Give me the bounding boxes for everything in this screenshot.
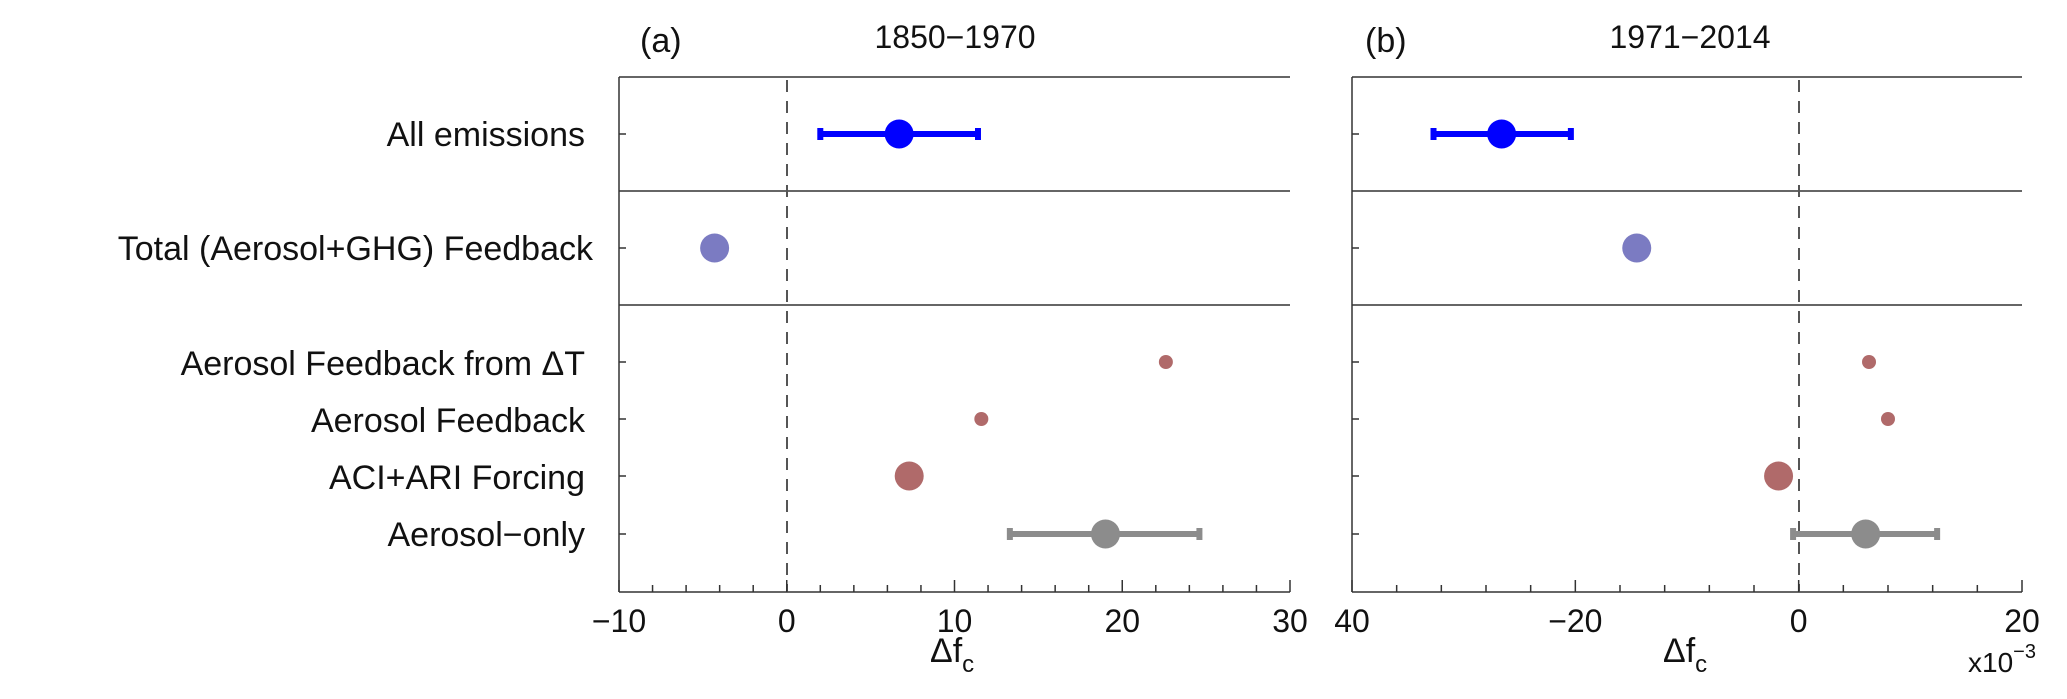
b-point-aerosol-only — [1851, 519, 1881, 549]
panel-a-tick-labels: −10 0 10 20 30 — [592, 603, 1308, 639]
b-point-aerosol-feedback-dt — [1862, 355, 1877, 369]
panel-a-title: 1850−1970 — [874, 19, 1035, 55]
panel-b-tick-label: 0 — [1790, 603, 1808, 639]
panel-b-letter: (b) — [1365, 22, 1407, 60]
panel-b-frame — [1351, 76, 2022, 593]
panel-a-letter: (a) — [640, 22, 682, 60]
panel-b: (b) 1971−2014 40 −20 0 20 Δfc x10−3 — [1334, 19, 2040, 678]
panel-b-tick-label: 40 — [1334, 603, 1370, 639]
panel-a-x-label: Δfc — [930, 632, 974, 678]
panel-b-tick-label: −20 — [1548, 603, 1602, 639]
panel-b-tick-label: 20 — [2004, 603, 2040, 639]
b-point-all-emissions — [1487, 119, 1517, 149]
a-point-aerosol-only — [1090, 519, 1120, 549]
row-label-aerosol-feedback: Aerosol Feedback — [311, 402, 586, 440]
row-label-total-feedback: Total (Aerosol+GHG) Feedback — [118, 230, 594, 268]
panel-b-title: 1971−2014 — [1609, 19, 1770, 55]
sci-multiplier-exponent: −3 — [2013, 641, 2036, 663]
panel-a-x-label-main: Δf — [930, 632, 963, 670]
b-point-aci-ari-forcing — [1764, 461, 1794, 491]
row-labels: All emissions Total (Aerosol+GHG) Feedba… — [118, 116, 594, 554]
panel-a-x-ticks — [618, 580, 1291, 592]
panel-b-tick-labels: 40 −20 0 20 — [1334, 603, 2040, 639]
row-label-all-emissions: All emissions — [387, 116, 585, 154]
panel-a-frame — [618, 76, 1290, 593]
panel-b-x-ticks — [1351, 580, 2023, 592]
b-point-total-feedback — [1622, 233, 1652, 263]
panel-a-tick-label: −10 — [592, 603, 646, 639]
row-label-aerosol-feedback-dt: Aerosol Feedback from ΔT — [181, 345, 585, 383]
a-point-aerosol-feedback-dt — [1158, 355, 1173, 369]
panel-a-y-ticks — [619, 133, 626, 535]
a-point-all-emissions — [884, 119, 914, 149]
panel-b-x-label: Δfc — [1663, 632, 1707, 678]
panel-a-tick-label: 0 — [778, 603, 796, 639]
panel-b-y-ticks — [1352, 133, 1359, 535]
b-point-aerosol-feedback — [1881, 412, 1895, 426]
sci-multiplier-base: x10 — [1968, 647, 2013, 678]
a-point-total-feedback — [700, 233, 730, 263]
panel-b-marks — [1430, 119, 1941, 549]
panel-b-x-label-sub: c — [1695, 651, 1707, 678]
panel-a-tick-label: 20 — [1104, 603, 1140, 639]
panel-a-x-label-sub: c — [962, 651, 974, 678]
panel-a-tick-label: 30 — [1272, 603, 1308, 639]
a-point-aerosol-feedback — [974, 412, 989, 426]
panel-b-sci-multiplier: x10−3 — [1968, 641, 2036, 678]
panel-b-x-label-main: Δf — [1663, 632, 1696, 670]
panel-a-marks — [700, 119, 1203, 549]
panel-a-tick-label: 10 — [937, 603, 973, 639]
row-label-aci-ari-forcing: ACI+ARI Forcing — [329, 459, 585, 497]
panel-a: (a) 1850−1970 −10 0 10 20 30 Δfc — [592, 19, 1308, 678]
row-label-aerosol-only: Aerosol−only — [387, 516, 585, 554]
a-point-aci-ari-forcing — [894, 461, 924, 491]
